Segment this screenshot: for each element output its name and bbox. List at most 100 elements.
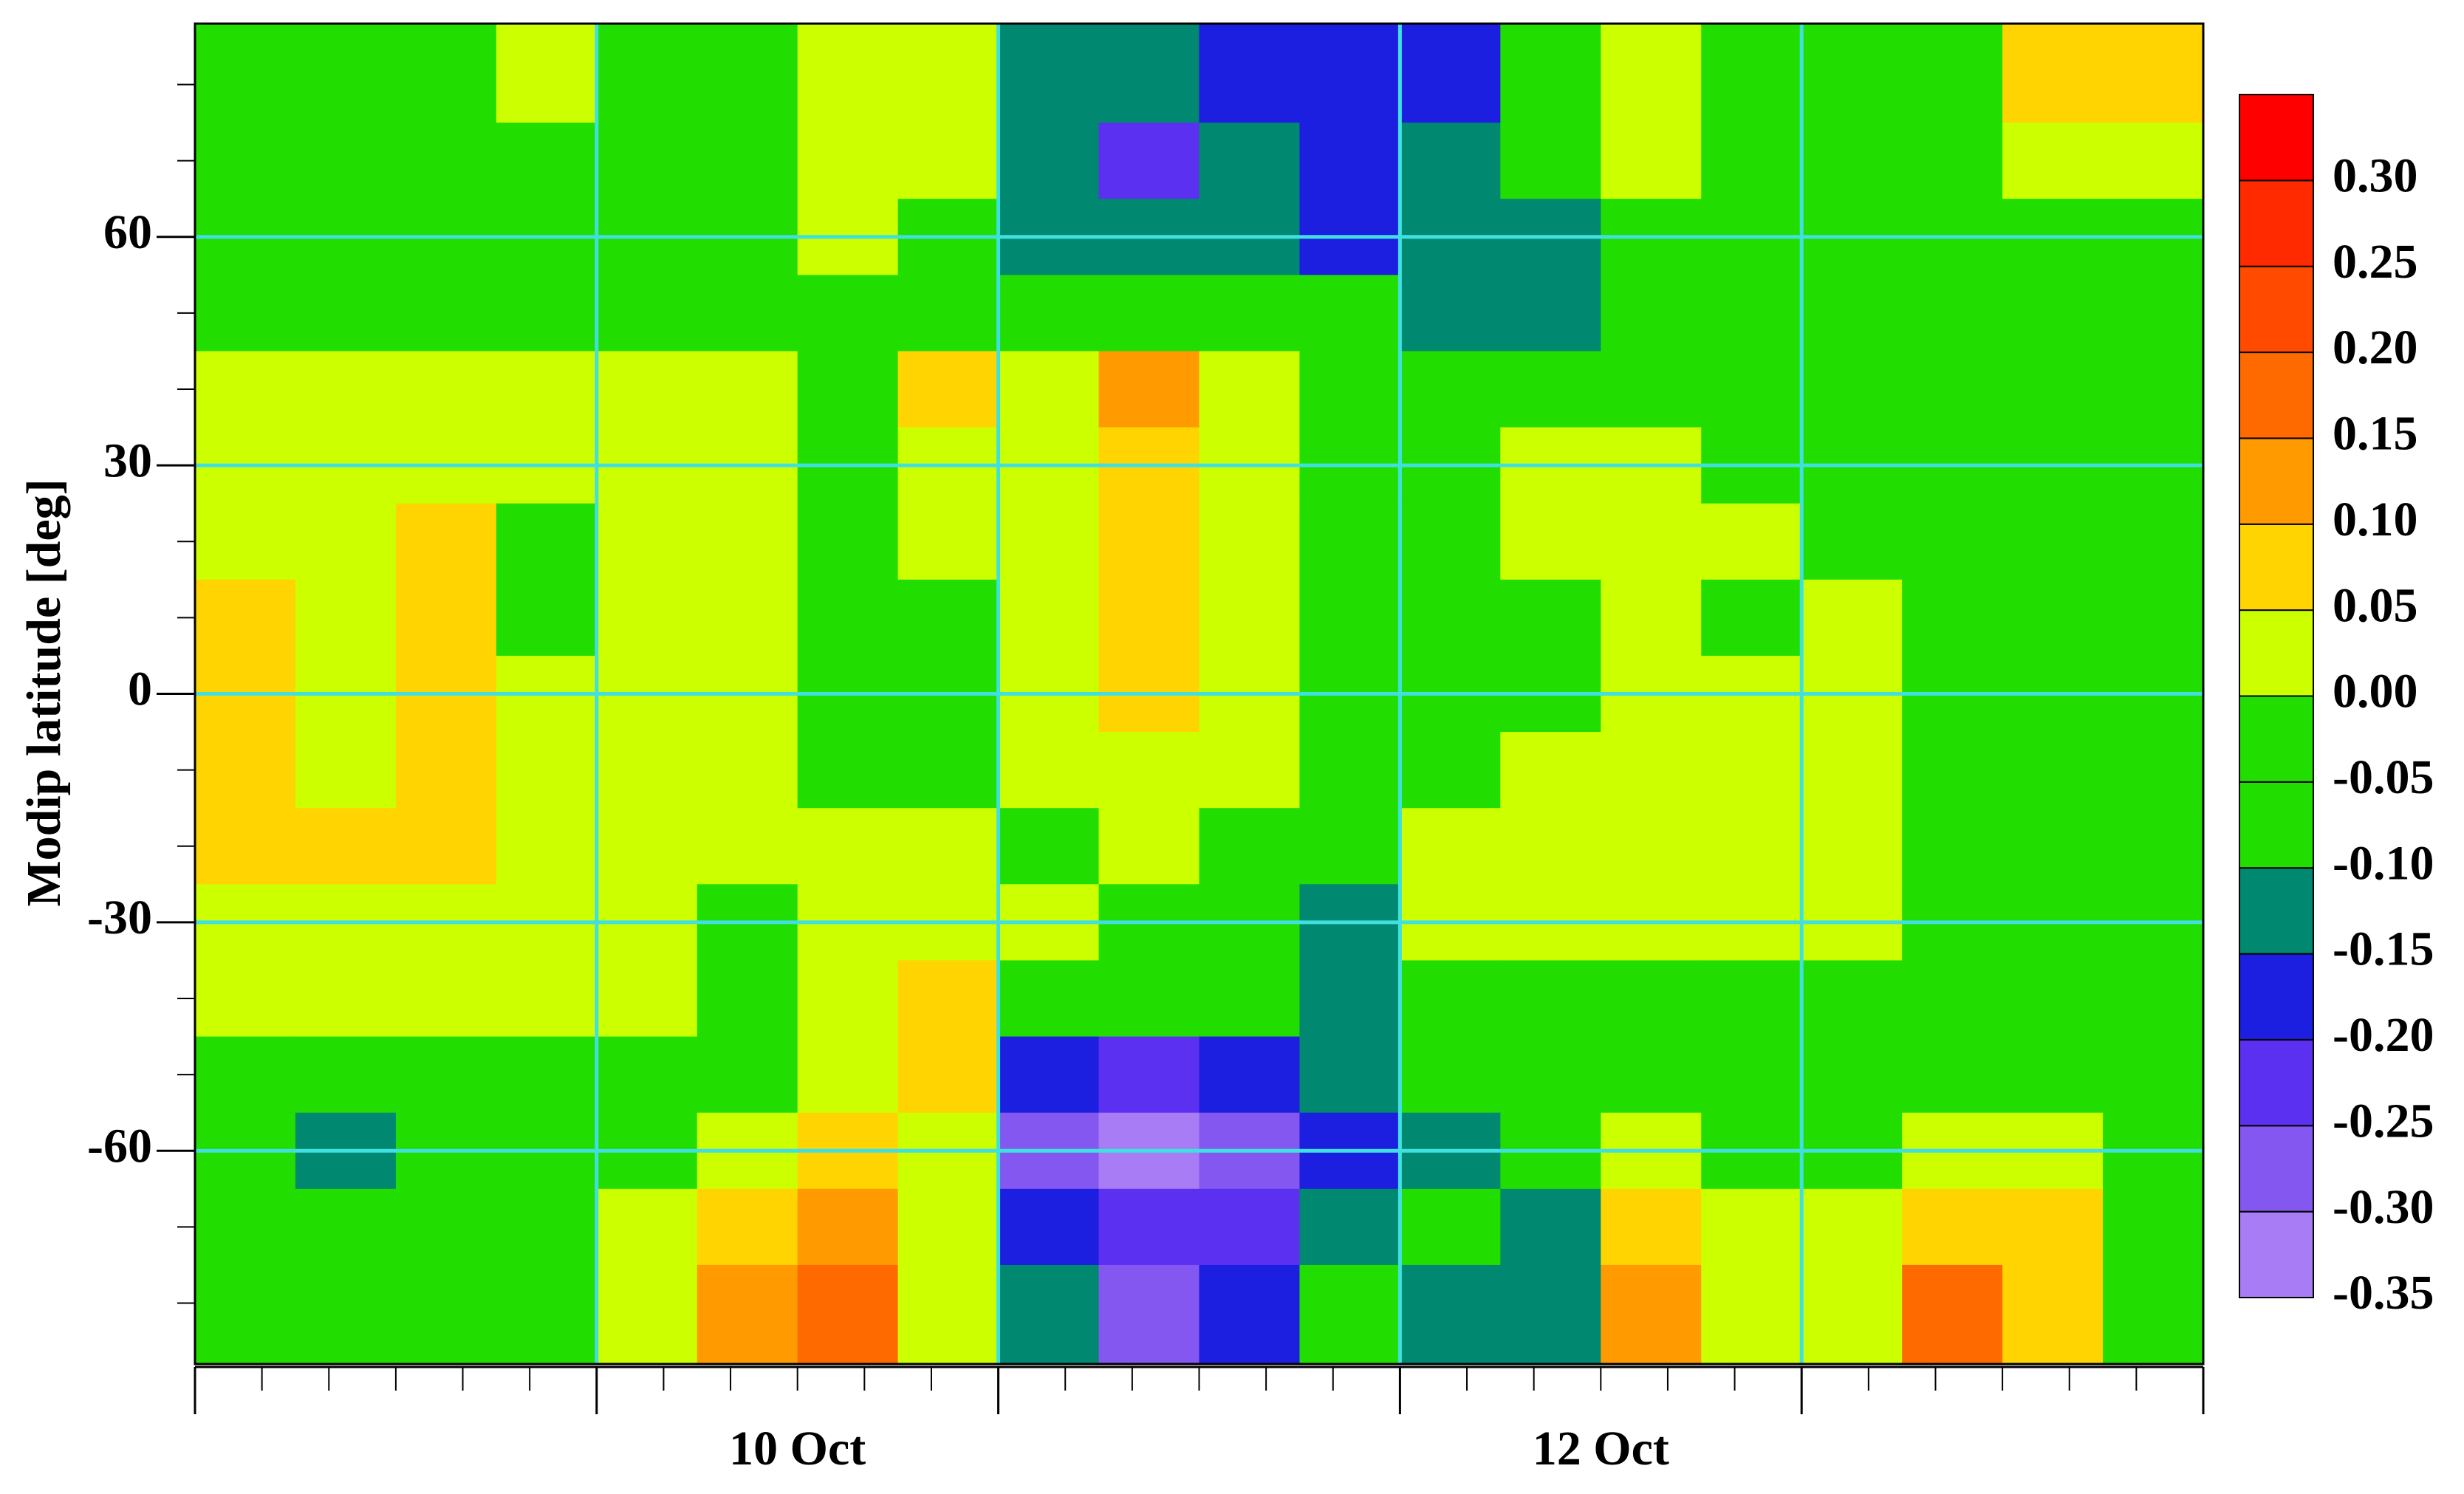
contour-cell bbox=[2103, 732, 2204, 809]
colorbar-box bbox=[2239, 1210, 2314, 1298]
contour-cell bbox=[1601, 579, 1702, 657]
contour-cell bbox=[1098, 351, 1200, 428]
contour-cell bbox=[496, 808, 598, 885]
colorbar-box bbox=[2239, 265, 2314, 354]
contour-cell bbox=[395, 24, 497, 123]
contour-cell bbox=[1299, 1264, 1400, 1365]
contour-cell bbox=[2103, 1264, 2204, 1365]
contour-cell bbox=[295, 351, 397, 428]
contour-cell bbox=[1098, 24, 1200, 123]
colorbar-label: 0.25 bbox=[2333, 235, 2418, 289]
contour-cell bbox=[1902, 808, 2003, 885]
contour-cell bbox=[1902, 1264, 2003, 1365]
contour-cell bbox=[295, 1036, 397, 1114]
contour-cell bbox=[1098, 732, 1200, 809]
contour-cell bbox=[1299, 579, 1400, 657]
contour-cell bbox=[1601, 1264, 1702, 1365]
colorbar-label: 0.15 bbox=[2333, 407, 2418, 461]
contour-cell bbox=[596, 1036, 698, 1114]
contour-cell bbox=[1801, 579, 1903, 657]
contour-cell bbox=[395, 1188, 497, 1266]
contour-cell bbox=[195, 960, 296, 1038]
contour-cell bbox=[195, 123, 296, 199]
contour-cell bbox=[1098, 1264, 1200, 1365]
contour-cell bbox=[1701, 1036, 1802, 1114]
contour-cell bbox=[395, 1264, 497, 1365]
colorbar-box bbox=[2239, 1038, 2314, 1127]
contour-cell bbox=[897, 1264, 999, 1365]
contour-cell bbox=[1199, 1188, 1300, 1266]
contour-cell bbox=[2103, 503, 2204, 580]
contour-cell bbox=[1500, 351, 1601, 428]
contour-cell bbox=[1701, 123, 1802, 199]
contour-cell bbox=[1098, 960, 1200, 1038]
contour-cell bbox=[395, 808, 497, 885]
contour-cell bbox=[395, 351, 497, 428]
contour-cell bbox=[1400, 808, 1501, 885]
colorbar-label: -0.15 bbox=[2333, 922, 2434, 976]
contour-cell bbox=[1801, 808, 1903, 885]
contour-cell bbox=[697, 960, 798, 1038]
contour-cell bbox=[998, 579, 1100, 657]
contour-cell bbox=[2103, 960, 2204, 1038]
contour-cell bbox=[2103, 351, 2204, 428]
contour-cell bbox=[295, 503, 397, 580]
contour-cell bbox=[496, 503, 598, 580]
colorbar-box bbox=[2239, 609, 2314, 697]
colorbar-label: -0.25 bbox=[2333, 1094, 2434, 1148]
y-tick-label: 0 bbox=[128, 662, 152, 716]
contour-cell bbox=[2002, 579, 2104, 657]
contour-cell bbox=[998, 1036, 1100, 1114]
contour-cell bbox=[496, 24, 598, 123]
contour-cell bbox=[1601, 960, 1702, 1038]
contour-cell bbox=[295, 808, 397, 885]
contour-cell bbox=[2103, 1188, 2204, 1266]
contour-cell bbox=[496, 1264, 598, 1365]
contour-cell bbox=[1801, 960, 1903, 1038]
contour-cell bbox=[1199, 24, 1300, 123]
contour-cell bbox=[1601, 351, 1702, 428]
contour-cell bbox=[1500, 123, 1601, 199]
contour-cell bbox=[998, 808, 1100, 885]
contour-cell bbox=[1701, 24, 1802, 123]
contour-cell bbox=[697, 579, 798, 657]
colorbar-box bbox=[2239, 1125, 2314, 1213]
contour-cell bbox=[2002, 1188, 2104, 1266]
contour-cell bbox=[697, 503, 798, 580]
colorbar-label: -0.20 bbox=[2333, 1008, 2434, 1062]
contour-cell bbox=[1500, 732, 1601, 809]
y-tick-label: -30 bbox=[87, 891, 152, 945]
contour-cell bbox=[2103, 123, 2204, 199]
colorbar-box bbox=[2239, 352, 2314, 439]
contour-cell bbox=[1098, 1036, 1200, 1114]
contour-cell bbox=[596, 1264, 698, 1365]
colorbar-label: 0.10 bbox=[2333, 493, 2418, 546]
contour-cell bbox=[496, 351, 598, 428]
contour-cell bbox=[2103, 808, 2204, 885]
contour-cell bbox=[295, 960, 397, 1038]
contour-cell bbox=[2002, 808, 2104, 885]
x-tick-label: 10 Oct bbox=[729, 1422, 866, 1476]
contour-cell bbox=[1902, 579, 2003, 657]
contour-cell bbox=[1098, 275, 1200, 352]
contour-cell bbox=[2103, 24, 2204, 123]
contour-cell bbox=[897, 503, 999, 580]
contour-cell bbox=[797, 275, 899, 352]
contour-cell bbox=[1801, 123, 1903, 199]
contour-cell bbox=[1701, 275, 1802, 352]
contour-cell bbox=[2002, 1036, 2104, 1114]
contour-cell bbox=[797, 503, 899, 580]
contour-cell bbox=[998, 123, 1100, 199]
contour-cell bbox=[195, 808, 296, 885]
contour-cell bbox=[998, 351, 1100, 428]
contour-cell bbox=[1902, 1036, 2003, 1114]
contour-cell bbox=[195, 24, 296, 123]
contour-cell bbox=[1701, 1264, 1802, 1365]
contour-cell bbox=[1801, 351, 1903, 428]
contour-cell bbox=[1601, 808, 1702, 885]
contour-cell bbox=[897, 275, 999, 352]
colorbar-label: -0.35 bbox=[2333, 1266, 2434, 1320]
contour-cell bbox=[998, 960, 1100, 1038]
contour-cell bbox=[998, 1264, 1100, 1365]
y-tick-label: 60 bbox=[103, 205, 152, 259]
